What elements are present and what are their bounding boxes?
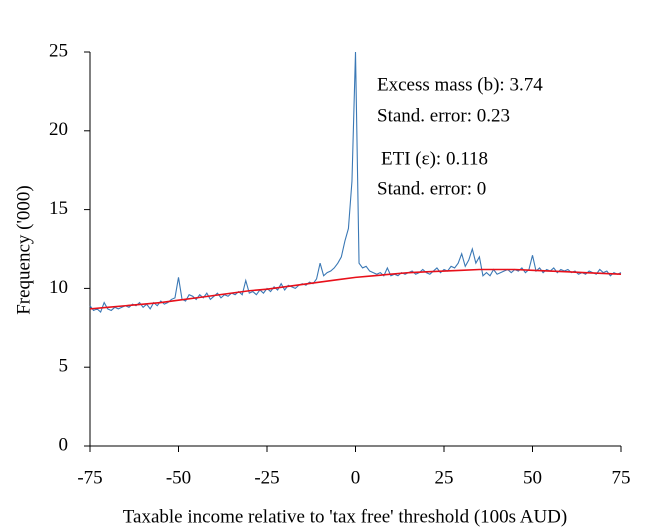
y-tick-label: 5	[59, 356, 69, 377]
line	[89, 51, 622, 313]
x-axis-label: Taxable income relative to 'tax free' th…	[123, 506, 567, 527]
y-tick-label: 25	[49, 40, 68, 61]
x-tick-label: 50	[523, 467, 542, 488]
y-tick-label: 15	[49, 198, 68, 219]
annotation: Excess mass (b): 3.74	[377, 74, 543, 95]
x-tick-label: -75	[77, 467, 102, 488]
y-tick-label: 0	[59, 434, 69, 455]
annotation: Stand. error: 0	[377, 178, 486, 199]
x-tick-label: 75	[612, 467, 631, 488]
x-tick-label: 25	[435, 467, 454, 488]
line	[89, 268, 622, 310]
x-tick-label: -50	[166, 467, 191, 488]
y-axis-label: Frequency ('000)	[13, 185, 34, 315]
x-tick-label: -25	[254, 467, 279, 488]
y-tick-label: 20	[49, 119, 68, 140]
annotation: Stand. error: 0.23	[377, 105, 510, 126]
y-tick-label: 10	[49, 277, 68, 298]
annotation: ETI (ε): 0.118	[381, 148, 488, 169]
x-tick-label: 0	[351, 467, 361, 488]
